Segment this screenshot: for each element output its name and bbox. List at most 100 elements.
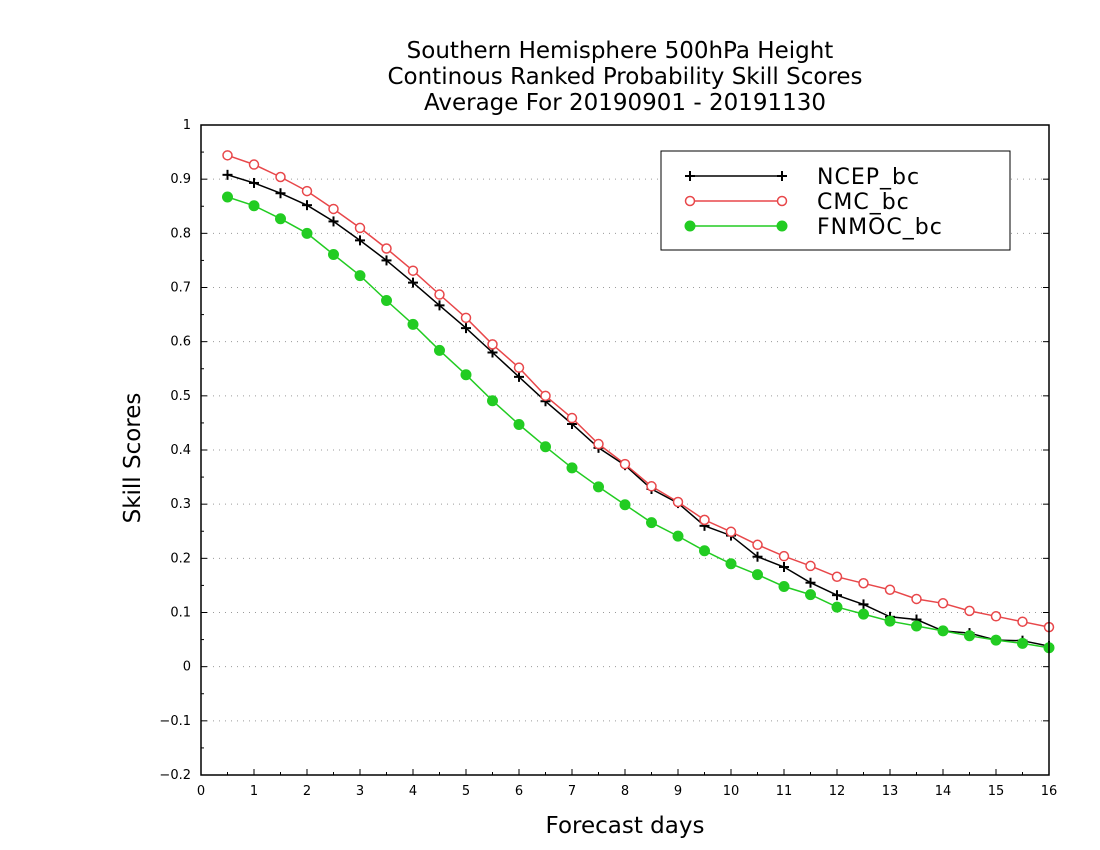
data-point-1-19 — [725, 526, 737, 538]
data-point-1-29 — [990, 611, 1002, 622]
data-point-1-2 — [275, 171, 286, 183]
data-point-1-7 — [407, 265, 419, 276]
data-point-0-1 — [249, 177, 259, 188]
data-point-0-2 — [275, 188, 286, 199]
data-point-1-8 — [434, 289, 445, 300]
data-point-2-19 — [725, 558, 737, 570]
data-point-1-13 — [566, 412, 578, 424]
data-point-1-22 — [805, 560, 816, 572]
data-point-1-11 — [513, 362, 525, 373]
x-tick-label-0: 0 — [197, 784, 205, 799]
x-tick-label-8: 8 — [621, 784, 629, 799]
data-point-2-2 — [275, 213, 286, 225]
data-point-1-20 — [752, 539, 763, 551]
data-point-2-8 — [434, 344, 445, 356]
legend-marker-right-2 — [776, 220, 788, 232]
data-point-2-4 — [328, 248, 339, 260]
series-line-2 — [227, 196, 1050, 649]
legend-marker-left-1 — [684, 195, 696, 207]
data-point-1-9 — [460, 312, 472, 324]
data-point-2-30 — [1017, 637, 1028, 649]
data-point-0-5 — [355, 235, 365, 246]
y-tick-label-7: 0.5 — [170, 389, 191, 404]
y-tick-label-6: 0.4 — [170, 443, 191, 458]
data-point-1-0 — [222, 150, 233, 161]
data-point-1-26 — [911, 593, 922, 605]
data-point-2-9 — [460, 369, 472, 381]
legend-marker-right-1 — [776, 195, 788, 207]
data-point-2-10 — [487, 395, 498, 407]
y-tick-label-5: 0.3 — [170, 497, 191, 512]
x-tick-label-3: 3 — [356, 784, 364, 799]
data-point-0-8 — [434, 300, 445, 311]
x-tick-label-9: 9 — [674, 784, 682, 799]
data-point-2-20 — [752, 569, 763, 581]
data-point-0-23 — [832, 590, 842, 601]
data-point-2-29 — [990, 634, 1002, 646]
data-point-2-18 — [699, 545, 710, 557]
data-point-1-5 — [354, 222, 366, 234]
x-axis-label: Forecast days — [546, 813, 705, 839]
chart-title-line-1: Southern Hemisphere 500hPa Height — [407, 38, 834, 64]
data-point-2-7 — [407, 318, 419, 330]
legend-label-1: CMC_bc — [817, 190, 910, 215]
x-tick-label-1: 1 — [250, 784, 258, 799]
x-tick-label-6: 6 — [515, 784, 523, 799]
legend-marker-left-0 — [685, 171, 695, 181]
x-tick-label-4: 4 — [409, 784, 417, 799]
data-point-2-11 — [513, 419, 525, 431]
y-tick-label-2: 0 — [183, 660, 191, 675]
data-point-0-9 — [461, 323, 471, 334]
data-point-1-12 — [540, 390, 551, 402]
chart-title-line-2: Continous Ranked Probability Skill Score… — [387, 64, 862, 90]
data-point-0-6 — [381, 255, 392, 266]
data-point-1-21 — [778, 550, 790, 562]
data-point-2-28 — [964, 630, 975, 642]
data-point-0-21 — [779, 562, 789, 572]
x-tick-label-12: 12 — [829, 784, 846, 799]
y-tick-label-3: 0.1 — [170, 606, 191, 621]
data-point-2-23 — [831, 601, 843, 613]
y-axis: −0.2 −0.1 0 0.1 0.2 0.3 0.4 0.5 0.6 0.7 0.8 0.9 1 — [159, 118, 1049, 783]
x-tick-label-5: 5 — [462, 784, 470, 799]
y-tick-label-1: −0.1 — [159, 714, 191, 729]
data-point-1-15 — [619, 458, 631, 470]
data-point-1-27 — [937, 598, 949, 609]
data-point-0-3 — [302, 200, 312, 211]
y-tick-label-8: 0.6 — [170, 335, 191, 350]
y-tick-label-10: 0.8 — [170, 226, 191, 241]
x-tick-label-7: 7 — [568, 784, 576, 799]
data-point-2-25 — [884, 615, 896, 627]
data-point-0-24 — [858, 599, 869, 610]
data-point-2-14 — [593, 481, 604, 493]
data-point-1-18 — [699, 514, 710, 526]
data-point-1-6 — [381, 243, 392, 254]
x-tick-label-13: 13 — [882, 784, 899, 799]
data-point-2-15 — [619, 499, 631, 511]
data-point-1-3 — [301, 185, 313, 197]
data-point-1-4 — [328, 203, 339, 215]
data-point-2-17 — [672, 530, 684, 542]
x-tick-label-2: 2 — [303, 784, 311, 799]
data-point-1-28 — [964, 605, 975, 617]
legend-label-0: NCEP_bc — [817, 165, 920, 190]
x-tick-label-11: 11 — [776, 784, 793, 799]
data-point-0-22 — [805, 577, 816, 588]
y-tick-label-12: 1 — [183, 118, 191, 133]
x-tick-label-14: 14 — [935, 784, 952, 799]
chart-title: Southern Hemisphere 500hPa Height Contin… — [387, 38, 862, 116]
data-point-2-1 — [248, 200, 260, 212]
grid-lines — [201, 178, 1049, 722]
data-point-2-5 — [354, 270, 366, 282]
y-tick-label-11: 0.9 — [170, 172, 191, 187]
x-tick-label-16: 16 — [1041, 784, 1058, 799]
y-tick-label-4: 0.2 — [170, 551, 191, 566]
legend-marker-right-0 — [777, 171, 787, 181]
data-point-2-26 — [911, 620, 922, 632]
legend-label-2: FNMOC_bc — [817, 215, 943, 240]
data-point-2-0 — [222, 191, 233, 203]
data-point-2-16 — [646, 517, 657, 529]
x-axis: 0 1 2 3 4 5 6 7 8 9 10 11 12 13 14 15 16 — [197, 769, 1057, 799]
